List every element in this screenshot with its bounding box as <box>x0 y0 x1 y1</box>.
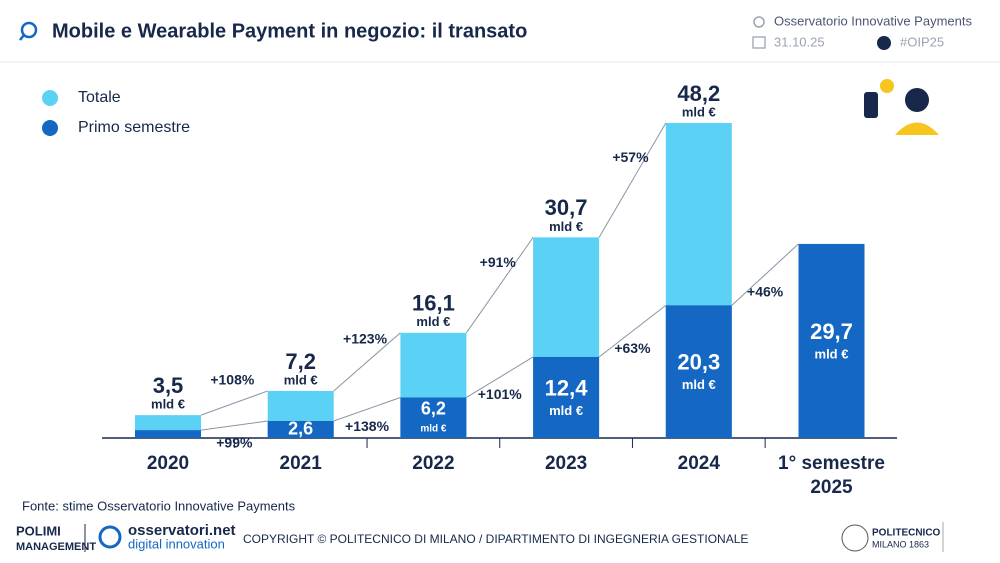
growth-label: +101% <box>478 386 523 402</box>
x-tick-label: 2022 <box>412 453 455 474</box>
bar <box>135 430 201 438</box>
growth-label: +46% <box>747 283 784 299</box>
growth-label: +63% <box>614 340 651 356</box>
connector <box>200 390 268 416</box>
unit-label: mld € <box>151 397 185 412</box>
growth-label: +99% <box>216 434 253 450</box>
connector <box>465 237 534 334</box>
unit-label: mld € <box>682 104 716 119</box>
bar <box>798 243 865 438</box>
date-icon <box>752 36 766 49</box>
bar <box>665 305 732 438</box>
legend-label: Primo semestre <box>78 119 190 136</box>
bar <box>533 356 600 438</box>
source: Osservatorio Innovative Payments <box>774 13 972 28</box>
date: 31.10.25 <box>774 34 825 49</box>
unit-label: mld € <box>549 219 583 234</box>
value-label: 20,3 <box>677 349 720 374</box>
logo-text: digital innovation <box>128 536 225 551</box>
source-icon <box>753 16 765 28</box>
logo-icon <box>19 34 25 41</box>
growth-label: +108% <box>210 372 255 388</box>
value-label: 48,2 <box>677 81 720 106</box>
unit-label: mld € <box>815 346 849 361</box>
logo-text: MILANO 1863 <box>872 539 929 549</box>
legend-swatch <box>42 90 58 106</box>
growth-label: +138% <box>345 418 390 434</box>
x-tick-label: 2023 <box>544 453 588 474</box>
connector <box>598 122 667 238</box>
logo-icon <box>20 21 38 39</box>
value-label: 2,6 <box>288 418 313 438</box>
unit-label: mld € <box>416 314 450 329</box>
value-label: 12,4 <box>545 375 589 400</box>
logo-icon <box>841 524 869 552</box>
value-label: 7,2 <box>285 349 316 374</box>
unit-label: mld € <box>549 403 583 418</box>
connector <box>333 332 401 392</box>
x-tick-label: 2020 <box>146 453 190 474</box>
unit-label: mld € <box>284 372 318 387</box>
growth-label: +123% <box>343 331 388 347</box>
growth-label: +91% <box>480 254 517 270</box>
legend-label: Totale <box>78 89 121 106</box>
connector <box>200 420 268 431</box>
footnote: Fonte: stime Osservatorio Innovative Pay… <box>22 498 296 513</box>
value-label: 29,7 <box>810 319 853 344</box>
bar <box>400 397 467 438</box>
x-tick-label: 2024 <box>677 453 720 474</box>
hashtag: #OIP25 <box>900 34 944 49</box>
growth-label: +57% <box>612 149 649 165</box>
value-label: 6,2 <box>421 398 446 418</box>
connector <box>731 243 799 306</box>
copyright: COPYRIGHT © POLITECNICO DI MILANO / DIPA… <box>243 532 748 546</box>
connector <box>598 304 667 358</box>
bar <box>267 421 334 438</box>
value-label: 3,5 <box>153 373 184 398</box>
x-tick-label: 2021 <box>279 453 322 474</box>
connector <box>333 397 401 422</box>
logo-text: POLIMI <box>16 523 61 538</box>
logo-text: POLITECNICO <box>872 528 941 539</box>
unit-label: mld € <box>420 423 447 434</box>
title: Mobile e Wearable Payment in negozio: il… <box>52 20 527 42</box>
legend-swatch <box>42 120 58 136</box>
logo-icon <box>98 525 122 549</box>
logo-text: osservatori.net <box>128 522 236 539</box>
value-label: 16,1 <box>412 291 455 316</box>
x-tick-label: 1° semestre 2025 <box>778 453 885 498</box>
x-icon <box>877 36 891 50</box>
unit-label: mld € <box>682 377 716 392</box>
logo-text: MANAGEMENT <box>16 541 96 553</box>
connector <box>466 356 534 398</box>
value-label: 30,7 <box>545 195 588 220</box>
illustration <box>864 79 939 135</box>
